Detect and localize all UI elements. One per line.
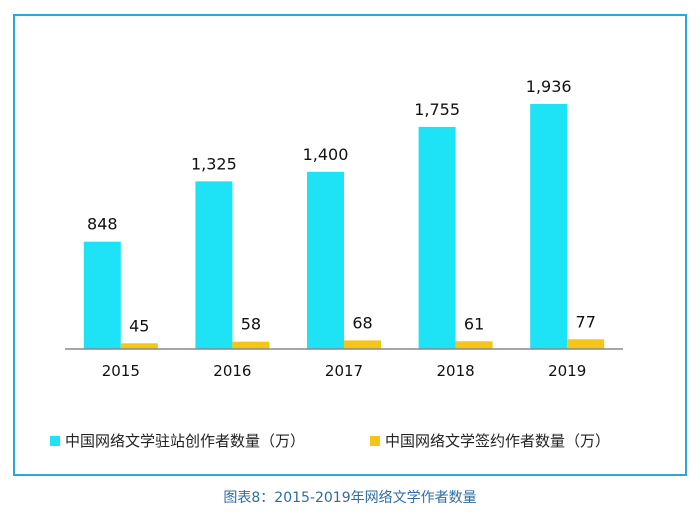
- bar-signed-2019: [567, 339, 605, 349]
- x-tick-label: 2018: [437, 362, 475, 380]
- bar-resident-2016: [195, 181, 233, 349]
- bar-resident-2015: [83, 241, 121, 349]
- data-label: 1,400: [303, 145, 349, 164]
- bar-signed-2015: [120, 343, 158, 349]
- legend-label: 中国网络文学驻站创作者数量（万）: [65, 432, 306, 450]
- data-label: 45: [129, 316, 149, 335]
- x-tick-label: 2017: [325, 362, 363, 380]
- bar-resident-2018: [418, 126, 456, 349]
- data-label: 1,936: [526, 77, 572, 96]
- x-tick-label: 2016: [213, 362, 251, 380]
- bar-signed-2017: [344, 340, 381, 349]
- bar-resident-2019: [530, 104, 568, 349]
- data-label: 1,755: [414, 100, 460, 119]
- data-label: 58: [241, 315, 261, 334]
- x-tick-label: 2019: [548, 362, 586, 380]
- legend-item-resident: 中国网络文学驻站创作者数量（万）: [50, 430, 305, 451]
- bar-signed-2016: [232, 341, 270, 349]
- legend-swatch-yellow: [370, 435, 380, 446]
- legend-swatch-cyan: [50, 435, 60, 446]
- data-label: 1,325: [191, 154, 237, 173]
- data-label: 848: [87, 215, 118, 234]
- data-label: 61: [464, 314, 484, 333]
- x-tick-label: 2015: [102, 362, 140, 380]
- bar-signed-2018: [455, 341, 493, 349]
- bar-resident-2017: [307, 171, 344, 349]
- figure-caption: 图表8：2015-2019年网络文学作者数量: [223, 490, 477, 506]
- data-label: 68: [352, 313, 372, 332]
- legend-label: 中国网络文学签约作者数量（万）: [385, 432, 611, 450]
- data-label: 77: [576, 312, 596, 331]
- legend-item-signed: 中国网络文学签约作者数量（万）: [370, 430, 610, 451]
- chart-frame: [13, 14, 687, 476]
